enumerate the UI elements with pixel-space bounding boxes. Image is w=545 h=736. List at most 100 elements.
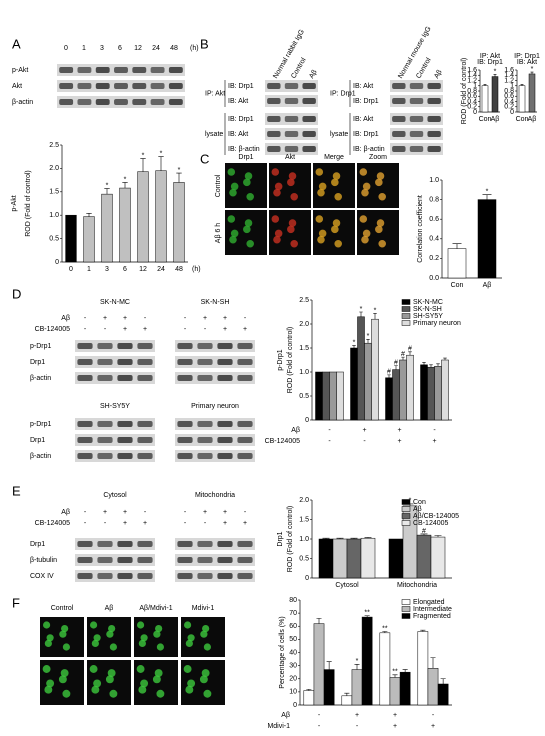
bar bbox=[437, 683, 449, 706]
treatment-label: CB-124005 bbox=[35, 520, 71, 527]
bar bbox=[351, 669, 363, 706]
cell bbox=[318, 229, 327, 238]
cell bbox=[378, 239, 386, 248]
blot-band bbox=[77, 437, 93, 443]
x-tick-label: Aβ bbox=[483, 282, 492, 289]
column-label: Normal mouse IgG bbox=[397, 26, 432, 80]
cell bbox=[184, 621, 192, 629]
y-tick-label: 0.0 bbox=[429, 275, 439, 282]
y-tick-label: 0 bbox=[305, 417, 309, 424]
error-bar bbox=[86, 213, 92, 217]
treatment-sign: + bbox=[397, 438, 401, 445]
treatment-sign: - bbox=[84, 520, 87, 527]
blot-band bbox=[97, 541, 113, 547]
cell bbox=[359, 215, 368, 223]
treatment-sign: + bbox=[123, 520, 127, 527]
blot-band bbox=[302, 146, 316, 152]
blot-band bbox=[217, 359, 233, 365]
blot-band bbox=[59, 83, 74, 89]
error-bar bbox=[387, 374, 391, 378]
y-tick-label: 0.2 bbox=[429, 255, 439, 262]
y-tick-label: 1.0 bbox=[429, 177, 439, 184]
blot-band bbox=[168, 99, 183, 105]
cell bbox=[183, 665, 192, 673]
treatment-sign: - bbox=[318, 712, 321, 719]
row-label: Control bbox=[215, 174, 222, 197]
cell bbox=[331, 225, 339, 234]
cell bbox=[185, 685, 194, 694]
blot bbox=[175, 538, 255, 550]
treatment-sign: + bbox=[143, 326, 147, 333]
cell bbox=[246, 239, 254, 248]
significance-label: * bbox=[374, 307, 377, 314]
blot-band bbox=[59, 67, 74, 73]
bar bbox=[528, 73, 536, 113]
row-label: IB: Akt bbox=[353, 116, 373, 123]
block-title: SK-N-SH bbox=[201, 299, 230, 306]
y-tick-label: 0.2 bbox=[504, 104, 514, 111]
blot-band bbox=[77, 343, 93, 349]
y-tick-label: 2.0 bbox=[49, 165, 59, 172]
treatment-sign: + bbox=[123, 326, 127, 333]
cell bbox=[46, 634, 54, 642]
cell bbox=[287, 178, 295, 187]
cell bbox=[361, 235, 369, 244]
column-label: Aβ bbox=[433, 69, 443, 80]
blot-band bbox=[117, 343, 133, 349]
column-label: Mdivi-1 bbox=[192, 605, 215, 612]
block-title: SH-SY5Y bbox=[100, 403, 130, 410]
legend-label: Fragmented bbox=[413, 613, 451, 620]
cell bbox=[271, 168, 280, 176]
blot bbox=[75, 340, 155, 352]
y-tick-label: 2.0 bbox=[299, 497, 309, 504]
treatment-sign: + bbox=[123, 509, 127, 516]
legend-swatch bbox=[401, 606, 411, 612]
blot-band bbox=[302, 116, 316, 122]
y-axis-label: ROD (Fold of control) bbox=[287, 327, 294, 394]
bar bbox=[417, 631, 429, 706]
cell bbox=[332, 219, 341, 227]
blot-band bbox=[237, 421, 253, 427]
error-bar bbox=[443, 357, 447, 360]
treatment-sign: + bbox=[103, 509, 107, 516]
blot-band bbox=[137, 343, 153, 349]
y-tick-label: 0.6 bbox=[429, 216, 439, 223]
treatment-sign: + bbox=[362, 427, 366, 434]
significance-label: * bbox=[531, 66, 534, 73]
cell bbox=[140, 634, 148, 642]
legend-label: SH-SY5Y bbox=[413, 313, 443, 320]
bar bbox=[315, 371, 323, 421]
cell bbox=[375, 178, 383, 187]
bar bbox=[481, 85, 489, 113]
legend-swatch bbox=[401, 599, 411, 605]
error-bar bbox=[429, 364, 433, 368]
blot-band bbox=[77, 83, 92, 89]
blot bbox=[75, 570, 155, 582]
blot-band bbox=[284, 98, 299, 104]
blot-band bbox=[137, 375, 153, 381]
blot-band bbox=[97, 453, 113, 459]
blot-band bbox=[237, 541, 253, 547]
cell bbox=[140, 679, 149, 688]
error-bar bbox=[316, 618, 322, 624]
blot-band bbox=[117, 359, 133, 365]
error-bar bbox=[336, 537, 344, 539]
blot-band bbox=[77, 453, 93, 459]
lane-label: 1 bbox=[82, 45, 86, 52]
y-axis-label: Correlation coefficient bbox=[417, 195, 424, 263]
treatment-sign: - bbox=[328, 438, 331, 445]
error-bar bbox=[434, 535, 442, 538]
cell bbox=[332, 172, 341, 180]
legend-swatch bbox=[401, 520, 411, 526]
error-bar bbox=[408, 351, 412, 356]
significance-label: # bbox=[387, 369, 391, 376]
legend-label: Intermediate bbox=[413, 606, 452, 613]
cell bbox=[287, 225, 295, 234]
blot-band bbox=[117, 375, 133, 381]
cell bbox=[106, 630, 114, 638]
significance-label: * bbox=[486, 189, 489, 196]
y-tick-label: 0.4 bbox=[467, 98, 477, 105]
blot-band bbox=[117, 573, 133, 579]
y-tick-label: 1.0 bbox=[299, 536, 309, 543]
x-tick-label: Mitochondria bbox=[397, 582, 437, 589]
